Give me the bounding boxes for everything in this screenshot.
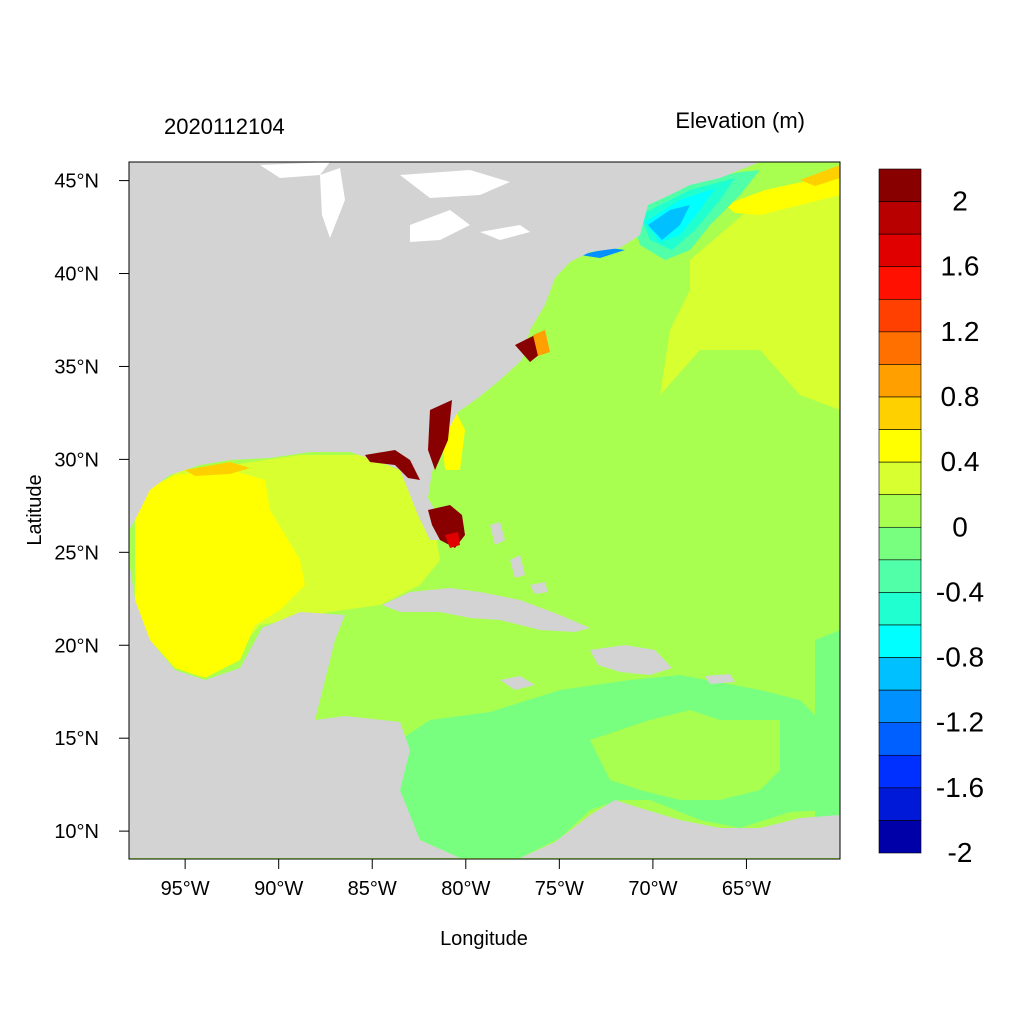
- colorbar-label: -2: [948, 837, 973, 868]
- y-tick-label: 10°N: [54, 821, 99, 843]
- louisiana-coast-orange: [185, 462, 250, 476]
- colorbar-label: 0.4: [941, 446, 980, 477]
- x-tick-label: 80°W: [441, 878, 490, 900]
- nova-scotia-orange: [800, 165, 840, 186]
- colorbar-swatch: [878, 722, 922, 756]
- colorbar-swatch: [878, 494, 922, 528]
- colorbar-label: 1.6: [941, 251, 980, 282]
- x-axis-ticks: 95°W 90°W 85°W 80°W 75°W 70°W 65°W: [161, 859, 771, 900]
- colorbar-labels: 2 1.6 1.2 0.8 0.4 0 -0.4 -0.8 -1.2 -1.6 -2: [936, 186, 984, 868]
- colorbar-swatch: [878, 298, 922, 333]
- map-area: [129, 162, 840, 859]
- georgia-coast-red: [428, 400, 452, 470]
- y-tick-label: 25°N: [54, 542, 99, 564]
- colorbar-swatch: [878, 657, 922, 691]
- y-tick-label: 45°N: [54, 171, 99, 193]
- colorbar-label: 0.8: [941, 381, 980, 412]
- caribbean-central-high: [590, 710, 780, 800]
- ne-atlantic-high: [660, 170, 840, 410]
- colorbar-swatch: [878, 754, 922, 789]
- y-axis-label: Latitude: [24, 474, 46, 545]
- variable-title: Elevation (m): [675, 108, 805, 133]
- colorbar-label: 1.2: [941, 316, 980, 347]
- x-tick-label: 70°W: [628, 878, 677, 900]
- colorbar-label: 2: [952, 186, 968, 217]
- great-lakes: [260, 162, 530, 242]
- gulf-coast-fl-red: [365, 450, 420, 480]
- colorbar-label: 0: [952, 511, 968, 542]
- south-america: [520, 800, 840, 858]
- x-tick-label: 90°W: [254, 878, 303, 900]
- puerto-rico: [705, 674, 735, 684]
- mexico-central-america: [129, 560, 460, 858]
- colorbar-label: -1.2: [936, 707, 984, 738]
- lesser-antilles-low: [815, 630, 840, 830]
- cuba: [382, 588, 590, 632]
- colorbar-swatch: [878, 266, 922, 300]
- atlantic-coast-orange: [533, 330, 550, 356]
- colorbar-swatch: [878, 526, 922, 561]
- plot-frame: [128, 161, 841, 860]
- y-tick-label: 40°N: [54, 264, 99, 286]
- florida-keys-red: [445, 532, 460, 548]
- colorbar-label: -1.6: [936, 772, 984, 803]
- bahamas: [490, 522, 548, 594]
- x-tick-label: 95°W: [161, 878, 210, 900]
- long-island-sound-blue: [580, 248, 625, 258]
- colorbar-swatch: [878, 331, 922, 365]
- y-tick-label: 15°N: [54, 728, 99, 750]
- colorbar-swatch: [878, 429, 922, 463]
- colorbar-swatch: [878, 559, 922, 593]
- y-tick-label: 30°N: [54, 449, 99, 471]
- hispaniola: [590, 645, 672, 675]
- gulf-of-maine-blue: [648, 205, 690, 240]
- x-axis-label: Longitude: [440, 928, 528, 950]
- colorbar-swatch: [878, 461, 922, 496]
- land: [129, 162, 840, 858]
- colorbar-swatch: [878, 689, 922, 724]
- jamaica: [500, 676, 535, 690]
- colorbar-swatch: [878, 592, 922, 626]
- colorbar-swatch: [878, 201, 922, 235]
- y-tick-label: 20°N: [54, 635, 99, 657]
- colorbar-swatch: [878, 787, 922, 821]
- x-tick-label: 75°W: [535, 878, 584, 900]
- western-gulf-yellow: [135, 470, 305, 678]
- colorbar-swatch: [878, 364, 922, 398]
- colorbar: [878, 168, 922, 854]
- colorbar-label: -0.4: [936, 576, 984, 607]
- colorbar-swatch: [878, 233, 922, 268]
- colorbar-swatch: [878, 168, 922, 202]
- y-tick-label: 35°N: [54, 356, 99, 378]
- colorbar-swatch: [878, 396, 922, 430]
- timestamp-title: 2020112104: [164, 114, 285, 139]
- y-axis-ticks: 45°N 40°N 35°N 30°N 25°N 20°N 15°N 10°N: [54, 171, 129, 843]
- colorbar-label: -0.8: [936, 642, 984, 673]
- north-america: [129, 162, 760, 540]
- colorbar-swatch: [878, 624, 922, 658]
- x-tick-label: 65°W: [722, 878, 771, 900]
- x-tick-label: 85°W: [348, 878, 397, 900]
- colorbar-swatch: [878, 820, 922, 854]
